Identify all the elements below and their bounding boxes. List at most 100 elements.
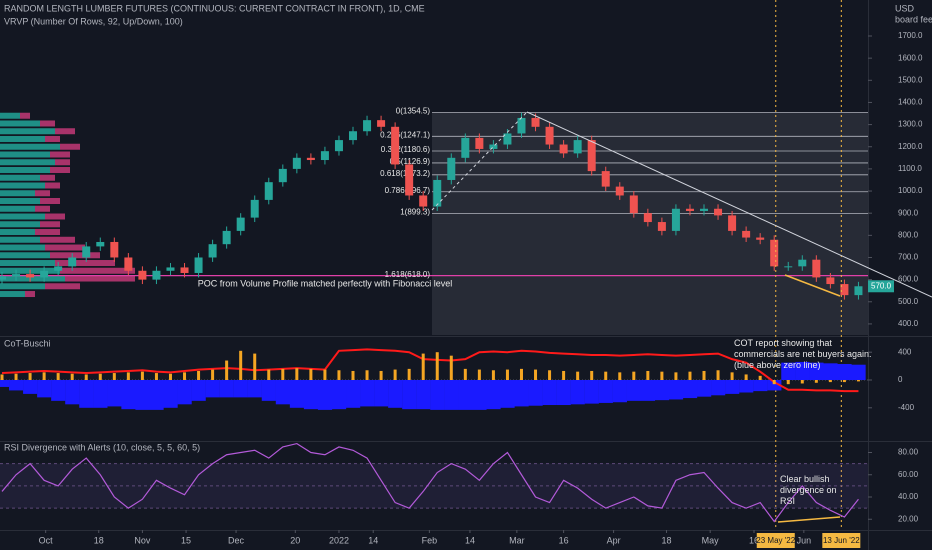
cot-bar	[337, 370, 341, 380]
cot-area-bar	[346, 380, 361, 408]
candle-body	[784, 266, 793, 268]
candle-body	[124, 257, 133, 271]
x-tick-label: 14	[465, 535, 475, 545]
cot-bar	[84, 374, 88, 380]
cot-area-bar	[823, 363, 838, 380]
candle-body	[419, 195, 428, 207]
cot-bar	[716, 370, 720, 380]
volume-down	[55, 260, 115, 267]
cot-area-bar	[472, 380, 487, 410]
cot-bar	[14, 373, 18, 380]
cot-bar	[140, 371, 144, 380]
candle-body	[685, 208, 694, 211]
cot-area-bar	[93, 380, 108, 408]
cot-bar	[449, 355, 453, 380]
x-tick-label: 18	[94, 535, 104, 545]
x-tick-label: 14	[368, 535, 378, 545]
candle-body	[334, 140, 343, 152]
x-tick-label: Nov	[134, 535, 151, 545]
volume-up	[0, 291, 25, 298]
candle-body	[166, 267, 175, 271]
cot-bar	[0, 374, 4, 380]
candle-body	[714, 208, 723, 216]
cot-bar	[42, 372, 46, 380]
cot-area-bar	[163, 380, 178, 408]
cot-area-bar	[711, 380, 726, 396]
cot-bar	[828, 380, 832, 383]
cot-bar	[281, 368, 285, 380]
date-marker-box	[822, 533, 861, 548]
volume-down	[40, 174, 55, 181]
y-tick-label: 0	[898, 375, 903, 384]
volume-down	[50, 166, 70, 173]
candle-body	[110, 241, 119, 258]
cot-bar	[576, 371, 580, 380]
candle-body	[278, 168, 287, 183]
cot-bar	[646, 370, 650, 380]
candle-body	[475, 137, 484, 149]
x-tick-label: Oct	[39, 535, 54, 545]
volume-up	[0, 213, 45, 220]
indicator-title: VRVP (Number Of Rows, 92, Up/Down, 100)	[4, 16, 183, 26]
candle-body	[728, 215, 737, 231]
volume-down	[40, 221, 60, 228]
cot-area-bar	[149, 380, 164, 410]
y-tick-label: 900.0	[898, 208, 919, 217]
x-tick-label: Mar	[509, 535, 525, 545]
cot-bar	[154, 373, 158, 380]
y-tick-label: 400.0	[898, 319, 919, 328]
candle-body	[222, 230, 231, 245]
cot-area-bar	[430, 380, 445, 410]
cot-bar	[393, 369, 397, 380]
cot-bar	[814, 380, 818, 383]
candle-body	[82, 246, 91, 258]
candle-body	[208, 244, 217, 258]
unit: board feet	[895, 14, 932, 24]
annotation: Clear bullish divergence on RSI	[780, 474, 837, 506]
candle-body	[26, 274, 35, 278]
volume-up	[0, 260, 55, 267]
cot-area-bar	[542, 380, 557, 406]
cot-bar	[519, 368, 523, 380]
candle-body	[40, 270, 49, 278]
volume-down	[35, 205, 50, 212]
candle-body	[96, 241, 105, 247]
candle-body	[363, 120, 372, 132]
date-marker-label: 23 May '22	[756, 536, 795, 545]
volume-down	[60, 143, 80, 150]
x-tick-label: Dec	[228, 535, 245, 545]
cot-area-bar	[598, 380, 613, 403]
cot-area-bar	[23, 380, 38, 394]
volume-up	[0, 166, 50, 173]
y-tick-label: -400	[898, 403, 915, 412]
y-tick-label: 500.0	[898, 297, 919, 306]
cot-bar	[98, 373, 102, 380]
cot-area-bar	[331, 380, 347, 410]
date-marker-label: 13 Jun '22	[823, 536, 860, 545]
volume-down	[20, 112, 30, 119]
candle-body	[756, 237, 765, 240]
cot-area-bar	[584, 380, 599, 404]
candle-body	[629, 195, 638, 214]
candle-body	[601, 171, 610, 187]
candle-body	[54, 266, 63, 271]
cot-area-bar	[626, 380, 642, 401]
candle-body	[587, 140, 596, 172]
volume-down	[35, 229, 60, 236]
cot-bar	[225, 360, 229, 380]
chart-title: RANDOM LENGTH LUMBER FUTURES (CONTINUOUS…	[4, 3, 425, 13]
x-tick-label: Feb	[422, 535, 438, 545]
cot-bar	[800, 380, 804, 384]
candle-body	[742, 230, 751, 238]
volume-up	[0, 236, 40, 243]
cot-bar	[562, 370, 566, 380]
cot-bar	[351, 370, 355, 380]
volume-up	[0, 143, 60, 150]
cot-area-bar	[781, 362, 796, 380]
x-tick-label: May	[702, 535, 720, 545]
candle-body	[461, 137, 470, 158]
cot-area-bar	[219, 380, 234, 398]
candle-body	[489, 144, 498, 149]
cot-area-bar	[177, 380, 192, 405]
